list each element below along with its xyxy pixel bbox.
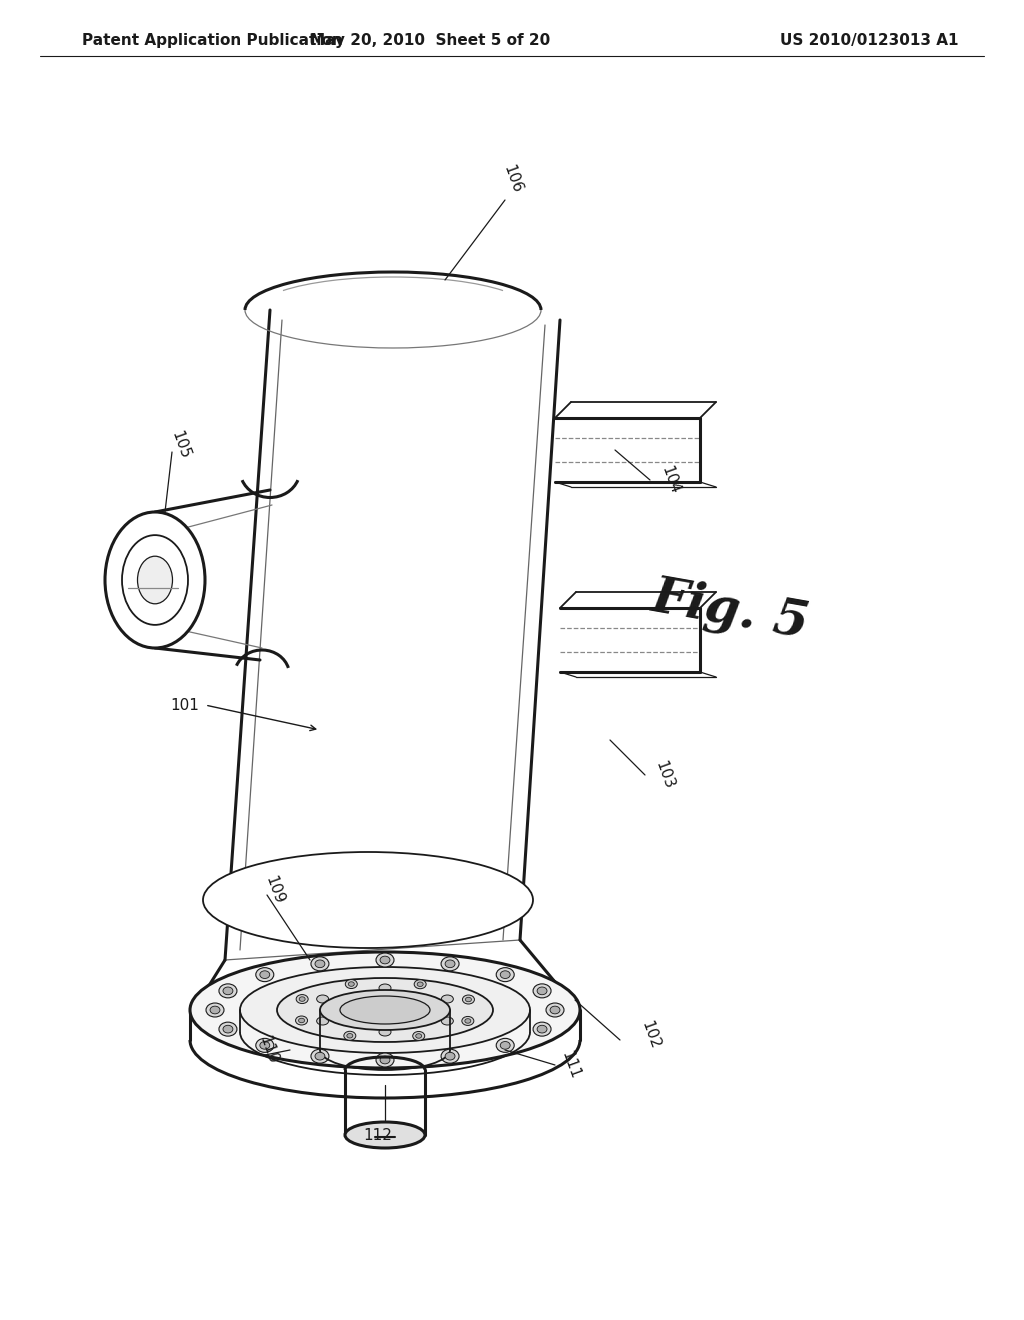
Text: 101: 101 (170, 697, 199, 713)
Ellipse shape (299, 1018, 304, 1023)
Text: 110: 110 (256, 1034, 280, 1067)
Ellipse shape (546, 1003, 564, 1016)
Ellipse shape (122, 535, 188, 624)
Ellipse shape (347, 1034, 353, 1038)
Ellipse shape (463, 995, 474, 1005)
Ellipse shape (538, 1026, 547, 1034)
Ellipse shape (240, 968, 530, 1053)
Ellipse shape (296, 1016, 307, 1026)
Ellipse shape (260, 1041, 269, 1049)
Ellipse shape (441, 957, 459, 970)
Ellipse shape (380, 956, 390, 964)
Ellipse shape (414, 979, 426, 989)
Text: 105: 105 (168, 429, 191, 461)
Ellipse shape (501, 1041, 510, 1049)
Ellipse shape (260, 970, 269, 978)
Ellipse shape (497, 1039, 514, 1052)
Ellipse shape (445, 1052, 455, 1060)
Ellipse shape (203, 851, 534, 948)
Ellipse shape (497, 968, 514, 982)
Ellipse shape (465, 1019, 471, 1023)
Ellipse shape (413, 1031, 425, 1040)
Text: 111: 111 (558, 1049, 582, 1081)
Ellipse shape (416, 1034, 422, 1039)
Ellipse shape (315, 1052, 325, 1060)
Text: 112: 112 (364, 1127, 392, 1143)
Ellipse shape (219, 983, 237, 998)
Ellipse shape (299, 997, 305, 1002)
Ellipse shape (344, 1031, 355, 1040)
Ellipse shape (417, 982, 423, 986)
Ellipse shape (379, 983, 391, 993)
Ellipse shape (550, 1006, 560, 1014)
Ellipse shape (256, 968, 273, 982)
Ellipse shape (223, 1026, 232, 1034)
Ellipse shape (296, 994, 308, 1003)
Ellipse shape (319, 990, 450, 1030)
Text: 103: 103 (652, 759, 676, 791)
Ellipse shape (534, 1022, 551, 1036)
Text: 109: 109 (262, 874, 286, 907)
Ellipse shape (340, 997, 430, 1024)
Ellipse shape (311, 957, 329, 970)
Text: 106: 106 (500, 162, 524, 195)
Ellipse shape (190, 952, 580, 1068)
Ellipse shape (466, 998, 471, 1002)
Ellipse shape (379, 1028, 391, 1036)
Text: May 20, 2010  Sheet 5 of 20: May 20, 2010 Sheet 5 of 20 (310, 33, 550, 48)
Ellipse shape (441, 1016, 454, 1026)
Ellipse shape (256, 1039, 273, 1052)
Text: Fig. 5: Fig. 5 (647, 572, 813, 648)
Ellipse shape (345, 1122, 425, 1148)
Ellipse shape (316, 1016, 329, 1026)
Ellipse shape (445, 960, 455, 968)
Ellipse shape (376, 1053, 394, 1067)
Ellipse shape (206, 1003, 224, 1016)
Ellipse shape (501, 970, 510, 978)
Text: US 2010/0123013 A1: US 2010/0123013 A1 (780, 33, 958, 48)
Ellipse shape (315, 960, 325, 968)
Text: Patent Application Publication: Patent Application Publication (82, 33, 343, 48)
Ellipse shape (376, 953, 394, 968)
Text: 102: 102 (638, 1019, 662, 1051)
Ellipse shape (345, 979, 357, 989)
Ellipse shape (137, 556, 172, 603)
Ellipse shape (441, 995, 454, 1003)
Ellipse shape (210, 1006, 220, 1014)
Ellipse shape (441, 1049, 459, 1063)
Ellipse shape (316, 995, 329, 1003)
Text: 104: 104 (658, 463, 682, 496)
Ellipse shape (278, 978, 493, 1041)
Ellipse shape (219, 1022, 237, 1036)
Ellipse shape (380, 1056, 390, 1064)
Ellipse shape (462, 1016, 474, 1026)
Ellipse shape (311, 1049, 329, 1063)
Ellipse shape (534, 983, 551, 998)
Ellipse shape (223, 987, 232, 995)
Ellipse shape (105, 512, 205, 648)
Ellipse shape (538, 987, 547, 995)
Ellipse shape (348, 982, 354, 986)
